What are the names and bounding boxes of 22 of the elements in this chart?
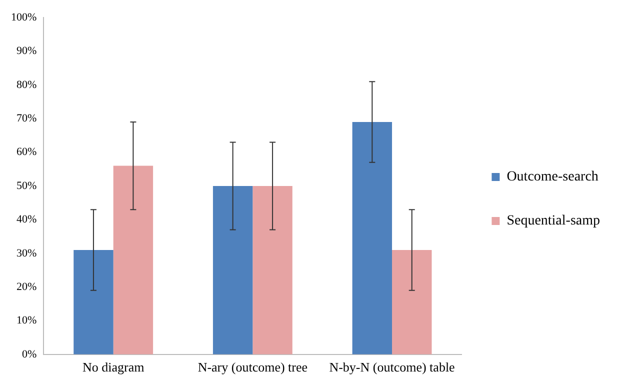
- x-tick-label: N-by-N (outcome) table: [329, 360, 456, 375]
- bar: [113, 166, 154, 354]
- y-tick-label: 20%: [16, 280, 37, 293]
- y-tick-label: 90%: [16, 45, 37, 58]
- x-tick-label: N-ary (outcome) tree: [198, 360, 308, 375]
- bar: [392, 250, 432, 354]
- y-tick-label: 80%: [16, 78, 37, 91]
- legend-label: Outcome-search: [506, 170, 598, 185]
- y-tick-label: 100%: [10, 11, 37, 24]
- bar: [74, 250, 114, 354]
- y-tick-label: 60%: [16, 146, 37, 158]
- y-tick-label: 40%: [16, 214, 37, 226]
- y-tick-label: 0%: [22, 348, 37, 360]
- x-tick-label: No diagram: [82, 360, 144, 375]
- y-tick-label: 50%: [16, 180, 37, 192]
- y-tick-label: 70%: [16, 112, 37, 125]
- y-tick-label: 30%: [16, 247, 37, 260]
- bar: [352, 122, 392, 354]
- bar: [252, 186, 292, 354]
- y-tick-label: 10%: [16, 314, 37, 327]
- legend-label: Sequential-samp: [506, 214, 600, 229]
- bar: [212, 186, 253, 354]
